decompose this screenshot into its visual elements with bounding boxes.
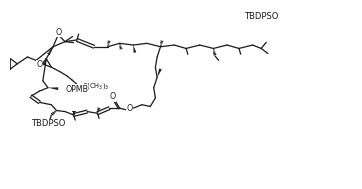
Polygon shape <box>157 68 162 77</box>
Polygon shape <box>133 45 136 53</box>
Text: OPMB: OPMB <box>65 85 88 94</box>
Text: O: O <box>55 28 62 37</box>
Text: TBDPSO: TBDPSO <box>31 119 65 128</box>
Text: O: O <box>110 92 116 101</box>
Text: C(CH$_3$)$_3$: C(CH$_3$)$_3$ <box>82 81 109 91</box>
Text: TBDPSO: TBDPSO <box>244 12 278 21</box>
Text: O: O <box>36 60 43 69</box>
Text: O: O <box>127 104 133 113</box>
Polygon shape <box>48 87 58 90</box>
